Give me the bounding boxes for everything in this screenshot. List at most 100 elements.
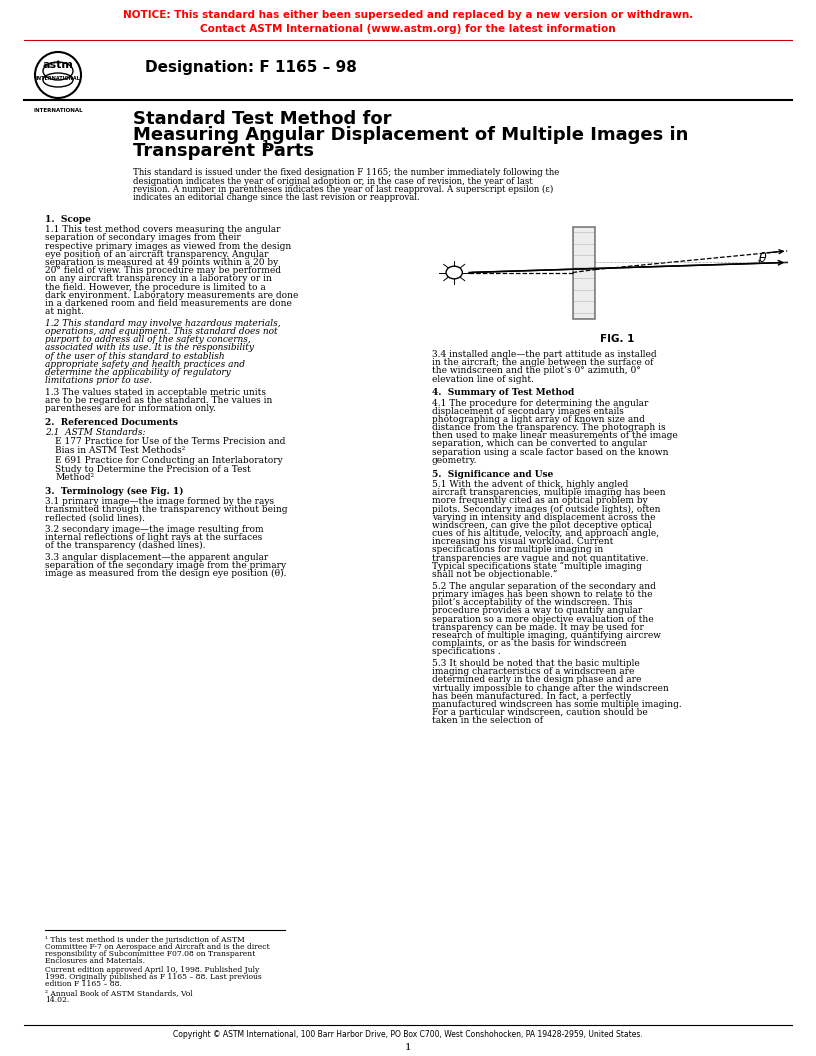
Text: 1.2 This standard may involve hazardous materials,: 1.2 This standard may involve hazardous … [45,319,281,328]
Text: INTERNATIONAL: INTERNATIONAL [33,108,82,113]
Text: indicates an editorial change since the last revision or reapproval.: indicates an editorial change since the … [133,193,419,203]
Text: 2.1  ASTM Standards:: 2.1 ASTM Standards: [45,429,145,437]
Text: research of multiple imaging, quantifying aircrew: research of multiple imaging, quantifyin… [432,630,661,640]
Text: on any aircraft transparency in a laboratory or in: on any aircraft transparency in a labora… [45,275,272,283]
Text: 1.1 This test method covers measuring the angular: 1.1 This test method covers measuring th… [45,225,281,234]
Text: purport to address all of the safety concerns,: purport to address all of the safety con… [45,336,251,344]
Text: Committee F-7 on Aerospace and Aircraft and is the direct: Committee F-7 on Aerospace and Aircraft … [45,943,269,951]
Text: more frequently cited as an optical problem by: more frequently cited as an optical prob… [432,496,648,505]
Text: cues of his altitude, velocity, and approach angle,: cues of his altitude, velocity, and appr… [432,529,659,538]
Text: complaints, or as the basis for windscreen: complaints, or as the basis for windscre… [432,639,627,648]
Text: specifications for multiple imaging in: specifications for multiple imaging in [432,545,603,554]
Text: responsibility of Subcommittee F07.08 on Transparent: responsibility of Subcommittee F07.08 on… [45,950,255,958]
Text: NOTICE: This standard has either been superseded and replaced by a new version o: NOTICE: This standard has either been su… [123,10,693,20]
Text: separation, which can be converted to angular: separation, which can be converted to an… [432,439,647,449]
Text: respective primary images as viewed from the design: respective primary images as viewed from… [45,242,291,250]
Text: in the aircraft; the angle between the surface of: in the aircraft; the angle between the s… [432,358,654,367]
Text: pilot’s acceptability of the windscreen. This: pilot’s acceptability of the windscreen.… [432,598,632,607]
Text: 5.2 The angular separation of the secondary and: 5.2 The angular separation of the second… [432,582,656,590]
Polygon shape [573,226,595,319]
Text: separation is measured at 49 points within a 20 by: separation is measured at 49 points with… [45,258,278,267]
Text: designation indicates the year of original adoption or, in the case of revision,: designation indicates the year of origin… [133,176,533,186]
Text: 1.  Scope: 1. Scope [45,215,91,224]
Text: ¹ This test method is under the jurisdiction of ASTM: ¹ This test method is under the jurisdic… [45,936,245,944]
Text: taken in the selection of: taken in the selection of [432,716,543,725]
Text: This standard is issued under the fixed designation F 1165; the number immediate: This standard is issued under the fixed … [133,168,560,177]
FancyBboxPatch shape [0,0,816,44]
Text: Study to Determine the Precision of a Test: Study to Determine the Precision of a Te… [55,465,251,473]
Text: separation using a scale factor based on the known: separation using a scale factor based on… [432,448,668,456]
Text: transparency can be made. It may be used for: transparency can be made. It may be used… [432,623,644,631]
Text: eye position of an aircraft transparency. Angular: eye position of an aircraft transparency… [45,250,268,259]
Text: pilots. Secondary images (of outside lights), often: pilots. Secondary images (of outside lig… [432,505,660,513]
Text: transmitted through the transparency without being: transmitted through the transparency wit… [45,505,287,514]
Text: 5.3 It should be noted that the basic multiple: 5.3 It should be noted that the basic mu… [432,659,640,668]
Text: Measuring Angular Displacement of Multiple Images in: Measuring Angular Displacement of Multip… [133,126,689,144]
Text: Bias in ASTM Test Methods²: Bias in ASTM Test Methods² [55,446,185,455]
Text: procedure provides a way to quantify angular: procedure provides a way to quantify ang… [432,606,642,616]
Text: separation so a more objective evaluation of the: separation so a more objective evaluatio… [432,615,654,623]
Text: 5.  Significance and Use: 5. Significance and Use [432,470,553,478]
Text: of the user of this standard to establish: of the user of this standard to establis… [45,352,224,361]
Text: photographing a light array of known size and: photographing a light array of known siz… [432,415,645,423]
Text: parentheses are for information only.: parentheses are for information only. [45,404,216,413]
Text: at night.: at night. [45,307,84,316]
Text: in a darkened room and field measurements are done: in a darkened room and field measurement… [45,299,292,308]
Text: Copyright © ASTM International, 100 Barr Harbor Drive, PO Box C700, West Conshoh: Copyright © ASTM International, 100 Barr… [173,1030,643,1039]
Text: 1998. Originally published as F 1165 – 88. Last previous: 1998. Originally published as F 1165 – 8… [45,973,262,981]
Text: 4.1 The procedure for determining the angular: 4.1 The procedure for determining the an… [432,398,649,408]
Text: of the transparency (dashed lines).: of the transparency (dashed lines). [45,541,206,550]
Text: 1.3 The values stated in acceptable metric units: 1.3 The values stated in acceptable metr… [45,388,266,397]
Text: image as measured from the design eye position (θ).: image as measured from the design eye po… [45,569,286,579]
Text: Enclosures and Materials.: Enclosures and Materials. [45,957,145,965]
Text: 2.  Referenced Documents: 2. Referenced Documents [45,418,178,427]
Text: E 177 Practice for Use of the Terms Precision and: E 177 Practice for Use of the Terms Prec… [55,437,286,447]
Text: operations, and equipment. This standard does not: operations, and equipment. This standard… [45,327,277,336]
Text: 3.1 primary image—the image formed by the rays: 3.1 primary image—the image formed by th… [45,496,274,506]
Text: the windscreen and the pilot’s 0° azimuth, 0°: the windscreen and the pilot’s 0° azimut… [432,366,641,375]
Text: revision. A number in parentheses indicates the year of last reapproval. A super: revision. A number in parentheses indica… [133,185,553,194]
Text: imaging characteristics of a windscreen are: imaging characteristics of a windscreen … [432,667,634,676]
Text: Standard Test Method for: Standard Test Method for [133,110,392,128]
Text: has been manufactured. In fact, a perfectly: has been manufactured. In fact, a perfec… [432,692,631,701]
Text: INTERNATIONAL: INTERNATIONAL [36,75,80,80]
Text: edition F 1165 – 88.: edition F 1165 – 88. [45,980,122,988]
Text: appropriate safety and health practices and: appropriate safety and health practices … [45,360,245,369]
Text: limitations prior to use.: limitations prior to use. [45,376,152,385]
Text: separation of secondary images from their: separation of secondary images from thei… [45,233,241,243]
Text: For a particular windscreen, caution should be: For a particular windscreen, caution sho… [432,709,648,717]
Text: Current edition approved April 10, 1998. Published July: Current edition approved April 10, 1998.… [45,966,259,974]
Text: E 691 Practice for Conducting an Interlaboratory: E 691 Practice for Conducting an Interla… [55,456,283,466]
Text: 3.4 installed angle—the part attitude as installed: 3.4 installed angle—the part attitude as… [432,350,657,359]
Text: geometry.: geometry. [432,456,477,465]
Text: elevation line of sight.: elevation line of sight. [432,375,534,383]
Text: ² Annual Book of ASTM Standards, Vol: ² Annual Book of ASTM Standards, Vol [45,989,193,997]
Text: windscreen, can give the pilot deceptive optical: windscreen, can give the pilot deceptive… [432,521,652,530]
Text: internal reflections of light rays at the surfaces: internal reflections of light rays at th… [45,533,262,542]
Text: reflected (solid lines).: reflected (solid lines). [45,513,145,522]
Text: increasing his visual workload. Current: increasing his visual workload. Current [432,538,614,546]
Text: 1: 1 [261,140,269,150]
Text: the field. However, the procedure is limited to a: the field. However, the procedure is lim… [45,283,266,291]
Text: displacement of secondary images entails: displacement of secondary images entails [432,407,624,416]
Text: are to be regarded as the standard. The values in: are to be regarded as the standard. The … [45,396,273,406]
Text: manufactured windscreen has some multiple imaging.: manufactured windscreen has some multipl… [432,700,681,709]
Text: 4.  Summary of Test Method: 4. Summary of Test Method [432,389,574,397]
Text: 3.2 secondary image—the image resulting from: 3.2 secondary image—the image resulting … [45,525,264,533]
Text: transparencies are vague and not quantitative.: transparencies are vague and not quantit… [432,553,649,563]
Text: 20° field of view. This procedure may be performed: 20° field of view. This procedure may be… [45,266,281,276]
Text: FIG. 1: FIG. 1 [600,334,634,344]
Text: shall not be objectionable.”: shall not be objectionable.” [432,570,557,579]
Text: specifications .: specifications . [432,647,501,656]
Text: distance from the transparency. The photograph is: distance from the transparency. The phot… [432,423,666,432]
Text: Contact ASTM International (www.astm.org) for the latest information: Contact ASTM International (www.astm.org… [200,24,616,34]
Text: associated with its use. It is the responsibility: associated with its use. It is the respo… [45,343,254,353]
Text: varying in intensity and displacement across the: varying in intensity and displacement ac… [432,512,655,522]
Text: virtually impossible to change after the windscreen: virtually impossible to change after the… [432,683,669,693]
Text: 14.02.: 14.02. [45,996,69,1004]
Text: dark environment. Laboratory measurements are done: dark environment. Laboratory measurement… [45,290,299,300]
Text: primary images has been shown to relate to the: primary images has been shown to relate … [432,590,653,599]
Text: separation of the secondary image from the primary: separation of the secondary image from t… [45,561,286,570]
Text: then used to make linear measurements of the image: then used to make linear measurements of… [432,431,678,440]
Text: Method²: Method² [55,473,94,482]
